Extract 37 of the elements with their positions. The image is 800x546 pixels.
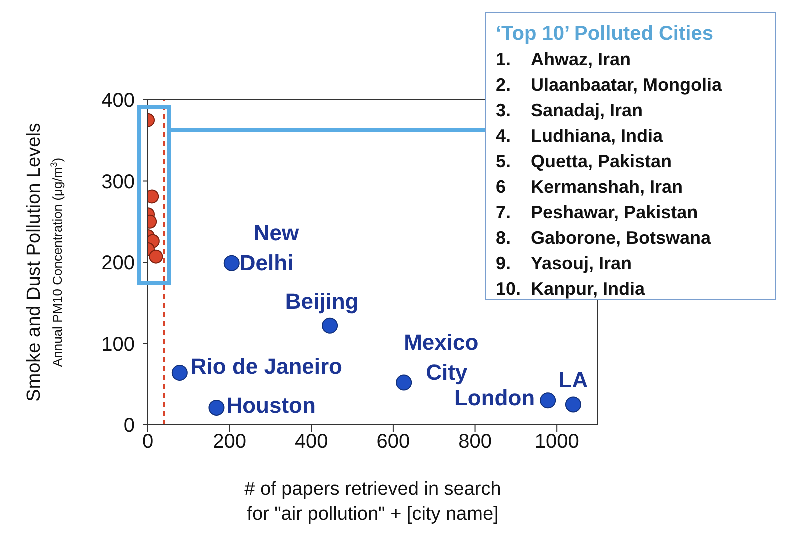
point: [540, 392, 556, 409]
annotation: 7. Peshawar, Pakistan: [496, 202, 698, 222]
text: 6 Kermanshah, Iran: [496, 177, 684, 197]
text: 1. Ahwaz, Iran: [496, 50, 632, 70]
x-tick-label: 800: [458, 431, 492, 454]
annotation: LA: [558, 368, 588, 393]
annotation: 3. Sanadaj, Iran: [496, 100, 644, 120]
y-tick-label: 400: [102, 90, 135, 112]
x-axis-title: # of papers retrieved in search for "air pollution" + [city name]: [244, 479, 502, 525]
annotation: New Delhi: [240, 220, 300, 276]
y-tick-label: 100: [102, 334, 135, 356]
point: [208, 400, 225, 416]
annotation: 4. Ludhiana, India: [496, 126, 664, 146]
x-tick-label: 1000: [534, 431, 580, 454]
point: [172, 365, 188, 381]
annotation: 8. Gaborone, Botswana: [496, 228, 712, 248]
x-tick-label: 400: [294, 431, 328, 454]
annotation: Houston: [226, 392, 316, 418]
x-tick-label: 200: [213, 431, 247, 454]
text: ‘Top 10’ Polluted Cities: [496, 23, 714, 45]
y-tick-label: 0: [124, 415, 135, 438]
point: [224, 255, 240, 272]
y-tick-label: 300: [102, 171, 135, 194]
annotation: 9. Yasouj, Iran: [496, 254, 632, 274]
annotation: Mexico City: [404, 330, 479, 385]
point: [322, 318, 338, 334]
annotation: Rio de Janeiro: [190, 354, 343, 379]
point: [565, 396, 582, 413]
y-tick-label: 200: [102, 252, 135, 275]
annotation: 5. Quetta, Pakistan: [496, 152, 672, 172]
annotation: London: [454, 386, 536, 411]
annotation: 10. Kanpur, India: [496, 279, 646, 299]
text: 2. Ulaanbaatar, Mongolia: [496, 75, 724, 95]
x-tick-label: 0: [142, 431, 154, 454]
point: [396, 374, 412, 391]
annotation: Beijing: [285, 288, 359, 314]
x-tick-label: 600: [376, 431, 410, 454]
